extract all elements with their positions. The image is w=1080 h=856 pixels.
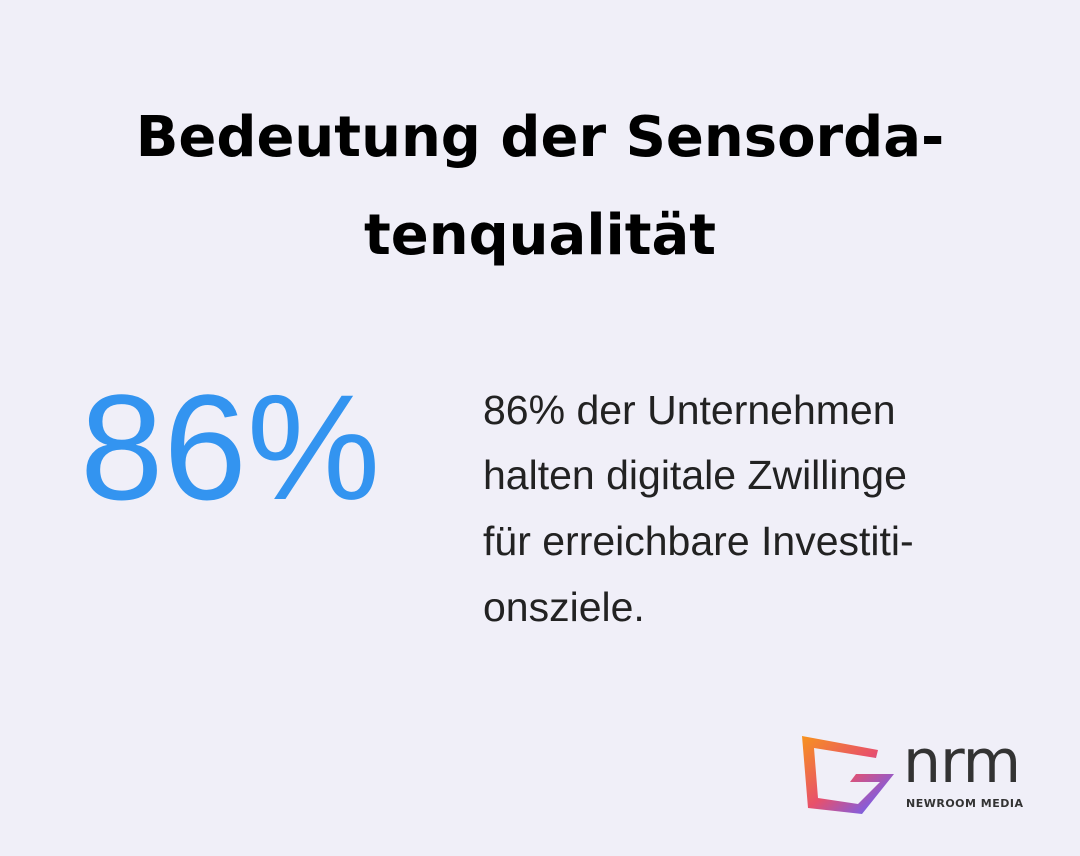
title-line: Bedeutung der Sensorda- [135, 105, 945, 170]
stat-value: 86% [80, 363, 381, 531]
description-line: für erreichbare Investiti- [483, 518, 914, 564]
description-line: 86% der Unternehmen [483, 387, 896, 433]
logo-icon [802, 736, 894, 814]
description-line: halten digitale Zwillinge [483, 452, 907, 498]
title-line: tenqualität [363, 203, 717, 268]
logo-tagline: NEWROOM MEDIA [906, 797, 1024, 810]
logo-name: nrm [903, 727, 1021, 797]
description-line: onsziele. [483, 584, 645, 630]
logo-shape [802, 736, 894, 814]
